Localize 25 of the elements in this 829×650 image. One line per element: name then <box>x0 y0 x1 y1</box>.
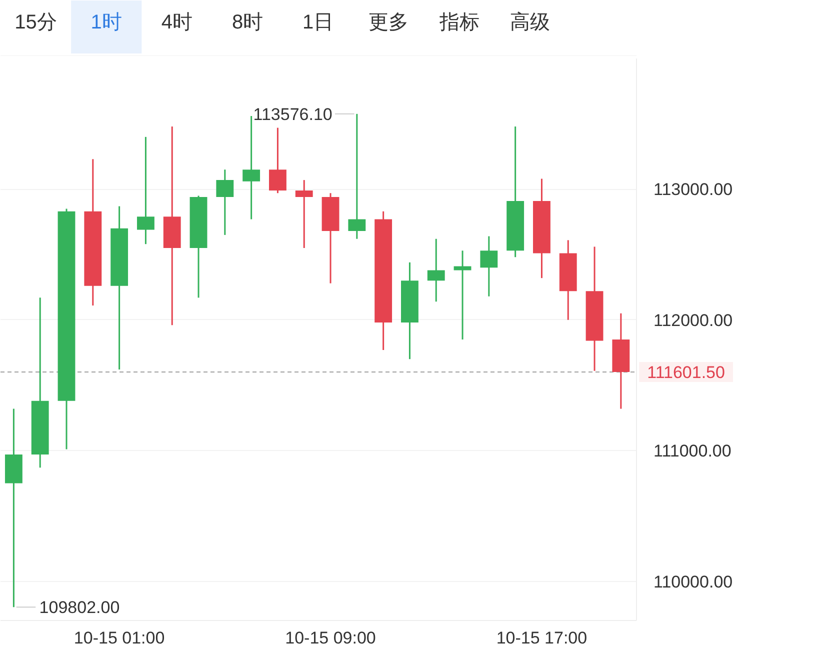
x-tick-label: 10-15 17:00 <box>496 628 588 648</box>
candlestick <box>427 238 445 302</box>
ref-line-label: 111601.50 <box>647 362 725 382</box>
text: 1时 <box>90 12 122 34</box>
x-tick-label: 10-15 09:00 <box>285 628 376 648</box>
x-tick-label: 10-15 01:00 <box>74 628 165 648</box>
candlestick <box>269 127 286 194</box>
text: 8时 <box>232 12 264 34</box>
y-tick-label: 113000.00 <box>654 180 733 200</box>
y-tick-label: 110000.00 <box>654 572 733 592</box>
text: 更多 <box>368 12 409 34</box>
text: 15分 <box>14 12 57 34</box>
y-tick-label: 111000.00 <box>654 442 732 461</box>
annotation: 109802.00 <box>39 598 120 618</box>
text: 高级 <box>510 10 550 34</box>
annotation: 113576.10 <box>253 104 332 124</box>
text: 4时 <box>161 12 193 34</box>
y-tick-label: 112000.00 <box>654 310 733 330</box>
candlestick <box>348 113 366 240</box>
text: 指标 <box>438 12 480 34</box>
candlestick <box>216 168 234 236</box>
candlestick <box>136 136 154 245</box>
candlestick <box>295 179 313 249</box>
candlestick <box>480 236 498 298</box>
text: 1日 <box>302 12 334 34</box>
